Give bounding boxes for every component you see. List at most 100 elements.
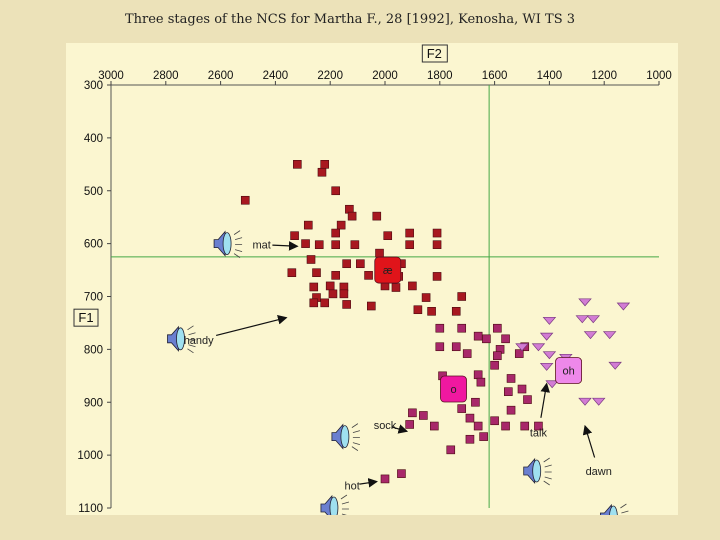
- x-tick-label: 3000: [98, 70, 124, 82]
- data-point-square: [405, 240, 414, 249]
- data-point-square: [331, 271, 340, 280]
- data-point-square: [432, 272, 442, 281]
- data-point-square: [514, 349, 524, 358]
- x-tick-label: 2200: [317, 70, 343, 82]
- data-point-square: [342, 300, 351, 309]
- data-point-square: [501, 421, 510, 431]
- data-point-square: [366, 301, 376, 311]
- speaker-body: [600, 503, 612, 515]
- annotation-label: dawn: [586, 466, 612, 478]
- speaker-cone: [609, 505, 618, 515]
- speaker-cone: [222, 232, 232, 256]
- data-point-square: [457, 323, 467, 333]
- data-point-square: [451, 307, 461, 316]
- data-point-square: [534, 421, 543, 431]
- data-point-square: [501, 334, 510, 344]
- data-point-triangle: [539, 332, 554, 341]
- plot-frame: 3000 2800 2600 2400 2200 2000 1800 1600 1400 1200…: [66, 43, 678, 515]
- x-tick-label: 1400: [537, 70, 563, 82]
- speaker-icon: [213, 230, 243, 258]
- data-point-triangle: [602, 331, 617, 340]
- data-point-square: [419, 411, 428, 420]
- data-point-triangle: [608, 361, 622, 370]
- mean-marker: [440, 375, 467, 403]
- data-point-square: [405, 420, 414, 429]
- data-point-square: [446, 445, 456, 455]
- data-point-square: [391, 283, 401, 292]
- y-tick-label: 700: [84, 292, 103, 304]
- data-point-triangle: [591, 397, 606, 406]
- data-point-square: [473, 331, 483, 341]
- data-point-square: [493, 351, 502, 361]
- data-point-square: [287, 268, 297, 278]
- data-point-square: [356, 259, 365, 269]
- data-point-triangle: [542, 316, 557, 325]
- data-point-square: [457, 292, 467, 301]
- data-point-square: [339, 289, 349, 299]
- data-point-square: [309, 282, 319, 292]
- data-point-square: [476, 377, 486, 387]
- annotation-label: talk: [530, 427, 548, 439]
- y-tick-label: 600: [84, 239, 103, 251]
- data-point-square: [493, 323, 502, 333]
- data-point-square: [490, 360, 499, 370]
- data-point-square: [312, 268, 321, 278]
- sound-waves: [340, 494, 350, 515]
- annotation-arrow: [540, 382, 550, 418]
- y-tick-label: 300: [84, 80, 103, 92]
- mean-marker: [374, 256, 402, 284]
- data-point-square: [347, 211, 357, 221]
- data-point-triangle: [515, 343, 529, 352]
- data-point-triangle: [586, 315, 601, 324]
- x-axis-name: F2: [427, 46, 442, 61]
- plot-area: [111, 85, 659, 508]
- speaker-cone: [176, 327, 185, 351]
- x-tick-label: 2000: [372, 70, 398, 82]
- speaker-body: [320, 494, 333, 515]
- y-tick-label: 1100: [78, 503, 103, 515]
- data-point-triangle: [542, 351, 557, 360]
- data-point-square: [482, 334, 491, 344]
- sound-waves: [351, 423, 361, 451]
- y-tick-label: 900: [84, 397, 103, 409]
- speaker-icon: [523, 457, 552, 486]
- data-point-square: [405, 228, 414, 238]
- data-point-triangle: [583, 331, 598, 340]
- data-point-square: [309, 298, 319, 308]
- data-point-triangle: [531, 343, 546, 352]
- slide-title: Three stages of the NCS for Martha F., 2…: [124, 12, 576, 27]
- data-point-square: [435, 342, 445, 352]
- sound-waves: [233, 230, 243, 258]
- data-point-square: [397, 469, 406, 478]
- data-point-square: [506, 405, 516, 415]
- annotation-arrow: [359, 478, 378, 488]
- data-point-square: [465, 434, 475, 444]
- data-point-square: [465, 413, 475, 423]
- data-point-triangle: [578, 298, 592, 307]
- data-point-square: [490, 416, 499, 426]
- data-point-square: [432, 228, 442, 238]
- x-axis-name-box: [421, 44, 448, 63]
- data-point-square: [421, 293, 431, 302]
- speaker-cone: [340, 425, 350, 449]
- data-point-square: [506, 374, 516, 383]
- data-point-square: [317, 167, 327, 177]
- data-point-square: [479, 432, 488, 441]
- x-tick-label: 1800: [427, 70, 453, 82]
- annotation-arrow: [272, 241, 299, 251]
- data-point-triangle: [575, 315, 590, 324]
- data-point-square: [473, 370, 483, 380]
- data-point-square: [325, 281, 335, 291]
- mean-label: æ: [383, 265, 393, 277]
- y-tick-label: 1000: [77, 450, 103, 462]
- data-point-square: [336, 220, 346, 230]
- data-point-square: [408, 281, 417, 291]
- data-point-square: [314, 240, 324, 249]
- data-point-triangle: [539, 362, 554, 371]
- speaker-icon: [600, 503, 629, 515]
- chart-svg: 3000 2800 2600 2400 2200 2000 1800 1600 1400 1200…: [73, 44, 672, 515]
- sound-waves: [543, 457, 552, 486]
- data-point-square: [328, 289, 338, 299]
- annotation-label: hot: [344, 480, 359, 492]
- data-point-square: [408, 408, 417, 418]
